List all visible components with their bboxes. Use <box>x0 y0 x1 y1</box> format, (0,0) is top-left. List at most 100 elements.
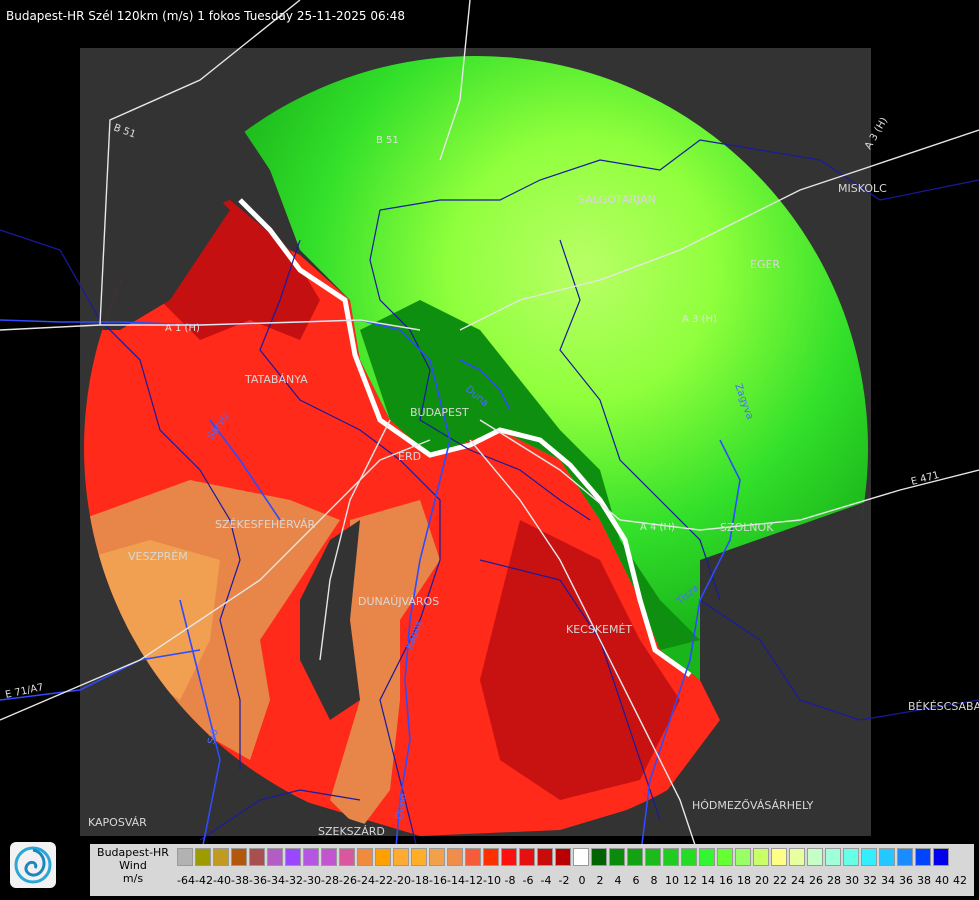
legend-swatch <box>375 848 391 866</box>
legend-swatch <box>213 848 229 866</box>
legend-swatch <box>447 848 463 866</box>
legend-tick-label: -8 <box>504 874 516 887</box>
label-szekesfehervar: SZÉKESFEHÉRVÁR <box>215 518 316 531</box>
legend-tick-label: -20 <box>393 874 411 887</box>
legend-swatch <box>861 848 877 866</box>
legend-tick-label: -42 <box>195 874 213 887</box>
legend-swatch <box>645 848 661 866</box>
legend-swatch <box>285 848 301 866</box>
legend-tick-label: -30 <box>303 874 321 887</box>
legend-swatch <box>663 848 679 866</box>
legend-swatch <box>753 848 769 866</box>
legend-tick-label: 26 <box>809 874 823 887</box>
radar-title: Budapest-HR Szél 120km (m/s) 1 fokos Tue… <box>6 9 405 23</box>
legend-swatch <box>717 848 733 866</box>
legend-tick-label: -26 <box>339 874 357 887</box>
label-dunaujvaros: DUNAÚJVÁROS <box>358 595 439 608</box>
label-road-e71: E 71/A7 <box>4 682 44 701</box>
legend-tick-label: 0 <box>578 874 586 887</box>
legend-swatch <box>501 848 517 866</box>
legend-tick-label: 2 <box>596 874 604 887</box>
legend-tick-label: 12 <box>683 874 697 887</box>
label-kecskemet: KECSKEMÉT <box>566 623 632 636</box>
label-hodmezovasarhely: HÓDMEZŐVÁSÁRHELY <box>692 798 814 812</box>
legend-swatch <box>789 848 805 866</box>
legend-station: Budapest-HR <box>97 846 169 859</box>
legend-swatch <box>267 848 283 866</box>
legend-tick-label: -40 <box>213 874 231 887</box>
legend-swatch <box>807 848 823 866</box>
inbound-wind-orange-south <box>330 500 440 830</box>
legend-tick-label: -64 <box>177 874 195 887</box>
legend-swatch <box>429 848 445 866</box>
legend-tick-label: 32 <box>863 874 877 887</box>
roads <box>0 0 979 861</box>
legend-swatch <box>609 848 625 866</box>
legend-swatch <box>249 848 265 866</box>
legend-swatch <box>591 848 607 866</box>
legend-tick-label: -12 <box>465 874 483 887</box>
label-eger: EGER <box>750 258 780 271</box>
legend-tick-label: 20 <box>755 874 769 887</box>
legend-tick-label: -14 <box>447 874 465 887</box>
legend-tick-label: -10 <box>483 874 501 887</box>
radar-gap-south <box>300 520 360 720</box>
legend-tick-label: 30 <box>845 874 859 887</box>
legend-swatch <box>825 848 841 866</box>
legend-tick-label: -28 <box>321 874 339 887</box>
legend-tick-label: -4 <box>540 874 552 887</box>
legend-tick-label: 10 <box>665 874 679 887</box>
legend-swatch <box>303 848 319 866</box>
legend-tick-label: 28 <box>827 874 841 887</box>
legend-swatch <box>231 848 247 866</box>
label-road-m4: A 4 (H) <box>640 522 675 533</box>
zero-wind-line <box>238 198 692 678</box>
legend-swatch <box>339 848 355 866</box>
legend-swatch <box>195 848 211 866</box>
legend-unit: m/s <box>122 872 144 885</box>
legend-tick-label: 16 <box>719 874 733 887</box>
label-szolnok: SZOLNOK <box>720 521 774 534</box>
legend-swatch <box>321 848 337 866</box>
met-service-logo <box>10 842 56 888</box>
legend-tick-label: 22 <box>773 874 787 887</box>
legend-swatch <box>627 848 643 866</box>
label-salgotarjan: SALGÓTARJÁN <box>578 193 656 206</box>
legend-tick-label: -34 <box>267 874 285 887</box>
legend-tick-label: -32 <box>285 874 303 887</box>
legend-tick-label: 36 <box>899 874 913 887</box>
label-road-e471: E 471 <box>910 470 940 488</box>
outbound-wind-region <box>230 56 868 680</box>
legend-tick-label: 42 <box>953 874 967 887</box>
wind-legend: Budapest-HR Wind m/s -64 -42 -40 -38 -36 -34-… <box>90 844 974 896</box>
legend-tick-label: 24 <box>791 874 805 887</box>
label-miskolc: MISKOLC <box>838 182 887 195</box>
outbound-wind-dark-region <box>360 300 700 650</box>
label-river-duna-south: Duna <box>394 792 409 820</box>
legend-tick-label: -2 <box>558 874 570 887</box>
legend-tick-label: 34 <box>881 874 895 887</box>
legend-swatch <box>537 848 553 866</box>
legend-swatch <box>555 848 571 866</box>
legend-swatch <box>177 848 193 866</box>
legend-swatch <box>771 848 787 866</box>
label-erd: ÉRD <box>398 450 421 463</box>
legend-tick-label: 6 <box>632 874 640 887</box>
label-bekescsaba: BÉKÉSCSABA <box>908 700 979 713</box>
legend-tick-label: -24 <box>357 874 375 887</box>
county-borders <box>0 139 979 861</box>
label-tatabanya: TATABÁNYA <box>244 373 308 386</box>
legend-tick-label: 4 <box>614 874 622 887</box>
label-river-sio: Sió <box>205 728 221 746</box>
inbound-wind-light-orange <box>84 540 220 700</box>
label-budapest: BUDAPEST <box>410 406 469 419</box>
legend-swatch <box>573 848 589 866</box>
legend-swatch <box>879 848 895 866</box>
legend-swatch <box>393 848 409 866</box>
label-szekszard: SZEKSZÁRD <box>318 825 385 838</box>
legend-tick-label: -16 <box>429 874 447 887</box>
place-labels: SALGÓTARJÁN EGER MISKOLC TATABÁNYA BUDAP… <box>88 182 979 838</box>
legend-swatch <box>519 848 535 866</box>
legend-tick-label: 14 <box>701 874 715 887</box>
label-veszprem: VESZPRÉM <box>128 550 188 563</box>
